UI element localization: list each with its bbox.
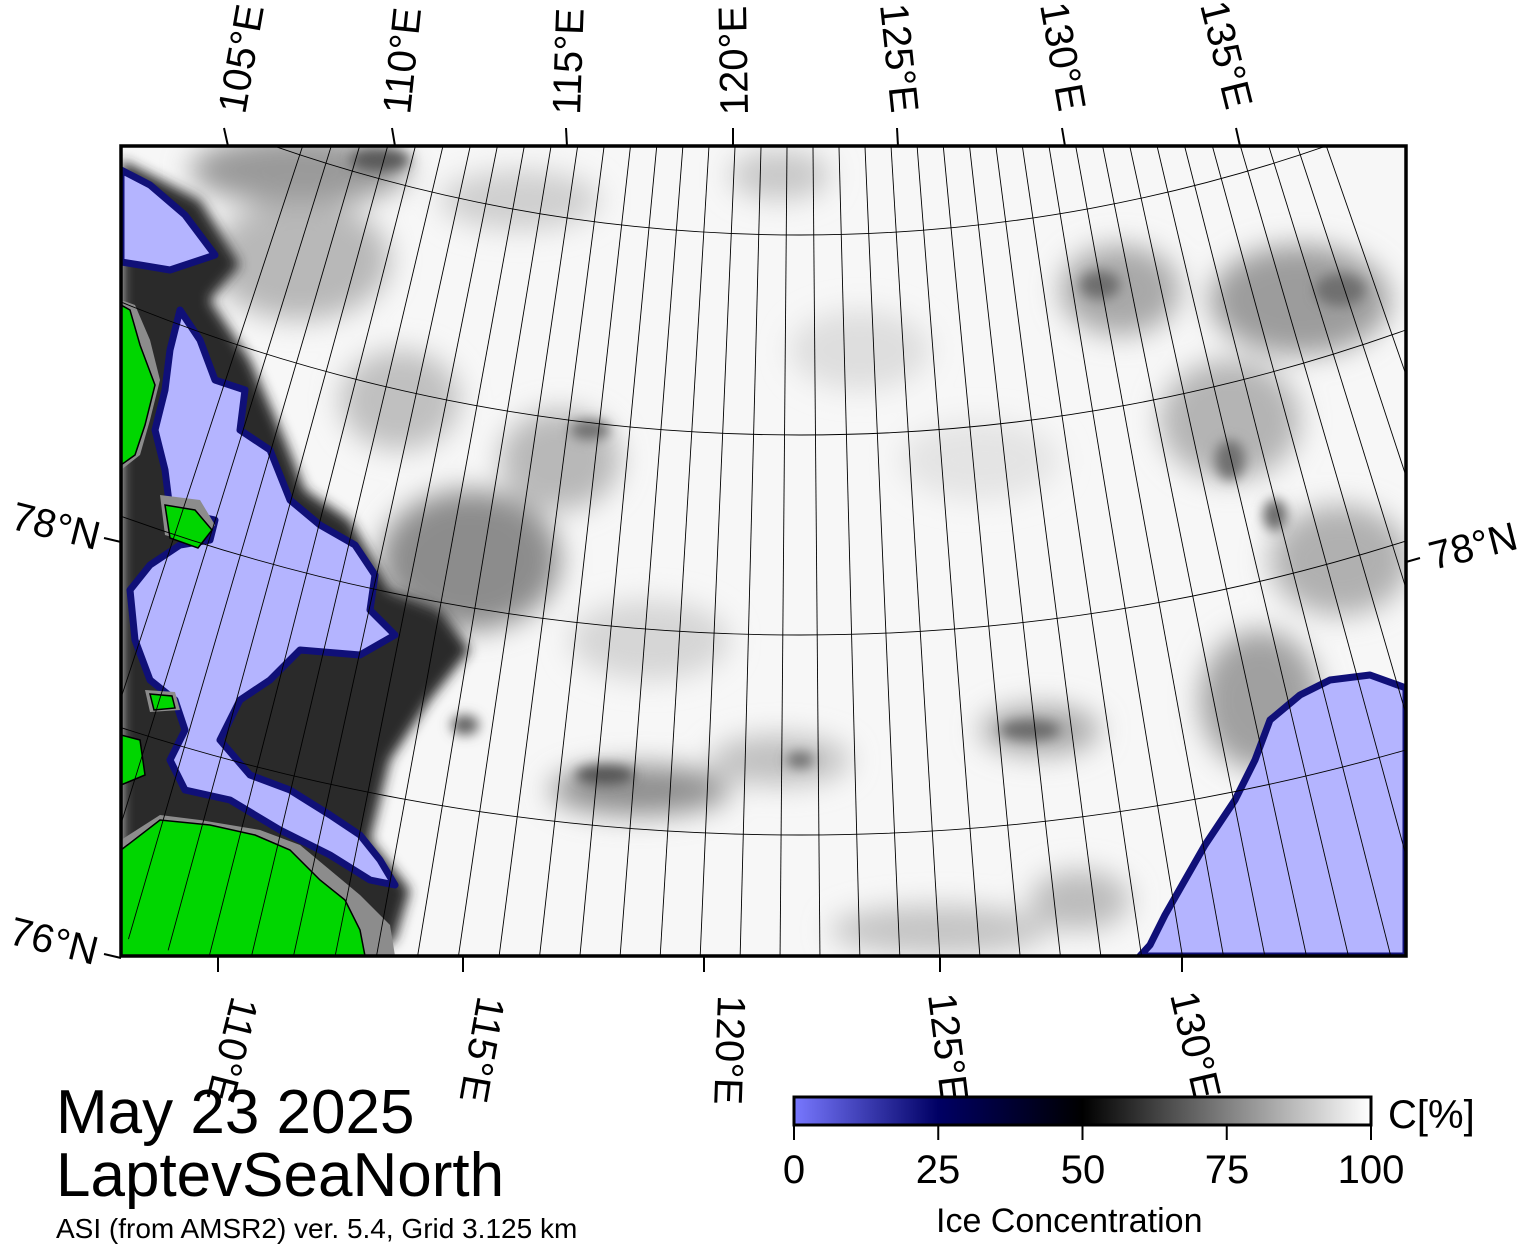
frame-tick	[103, 537, 122, 543]
colorbar-tick-label: 100	[1337, 1148, 1405, 1192]
meridian-line	[1021, 146, 1142, 956]
frame-tick	[896, 127, 899, 147]
lon-label-top: 110°E	[375, 5, 430, 115]
meridian-line	[1102, 146, 1266, 956]
land-severnaya-zemlya	[121, 304, 156, 466]
frame-ticks	[103, 127, 1421, 972]
lon-label-top: 115°E	[545, 7, 593, 115]
meridian-line	[916, 146, 981, 956]
meridian-line	[293, 146, 471, 956]
lon-label-top: 130°E	[1031, 0, 1093, 114]
meridian-line	[121, 146, 304, 700]
meridian-line	[121, 146, 332, 826]
map-frame	[119, 144, 1408, 958]
meridian-line	[995, 146, 1102, 956]
meridian-line	[1268, 146, 1406, 591]
frame-tick	[565, 127, 568, 147]
colorbar-tick-label: 50	[1060, 1148, 1106, 1192]
meridian-line	[1184, 146, 1392, 956]
colorbar	[792, 1095, 1373, 1140]
meridian-line	[251, 146, 444, 956]
colorbar-ticks	[793, 1125, 1372, 1140]
colorbar-tick-label: 75	[1204, 1148, 1250, 1192]
map-field	[121, 146, 1406, 956]
lon-label-bottom: 115°E	[451, 993, 513, 1105]
lon-label-top: 120°E	[711, 5, 757, 115]
meridian-line	[539, 146, 631, 956]
meridian-line	[128, 146, 361, 940]
colorbar-unit: C[%]	[1388, 1093, 1475, 1137]
meridian-line	[334, 146, 498, 956]
meridian-line	[890, 146, 941, 956]
frame-tick	[391, 127, 396, 147]
product-info: ASI (from AMSR2) ver. 5.4, Grid 3.125 km	[56, 1213, 578, 1244]
meridian-line	[779, 146, 788, 956]
land-island-islet	[149, 693, 176, 711]
lon-label-top: 125°E	[871, 1, 926, 114]
meridian-line	[969, 146, 1061, 956]
colorbar-gradient	[792, 1095, 1373, 1127]
frame-tick	[223, 127, 229, 147]
meridian-line	[838, 146, 861, 956]
open-water-west	[121, 166, 399, 889]
meridian-line	[864, 146, 901, 956]
ice-texture-detail	[350, 148, 1365, 785]
frame-tick	[1061, 127, 1066, 147]
lon-label-top: 135°E	[1191, 0, 1260, 113]
meridian-line	[1296, 146, 1406, 478]
graticule	[121, 146, 1406, 956]
frame-tick	[1235, 127, 1241, 147]
lat-label-left-76: 76°N	[5, 909, 102, 973]
meridian-line	[417, 146, 552, 956]
meridian-line	[1048, 146, 1183, 956]
meridian-line	[458, 146, 579, 956]
region-title: LaptevSeaNorth	[56, 1141, 505, 1210]
colorbar-label: Ice Concentration	[936, 1202, 1203, 1240]
lon-label-bottom: 130°E	[1161, 987, 1228, 1104]
map-date-title: May 23 2025	[56, 1078, 415, 1147]
meridian-line	[1239, 146, 1406, 716]
meridian-line	[376, 146, 525, 956]
colorbar-tick-label: 0	[782, 1148, 806, 1192]
meridian-line	[942, 146, 1021, 956]
lon-label-bottom: 120°E	[705, 995, 753, 1106]
meridian-line	[812, 146, 821, 956]
meridian-line	[1075, 146, 1224, 956]
frame-tick	[103, 953, 122, 959]
lon-label-top: 105°E	[211, 1, 273, 116]
meridian-line	[1156, 146, 1349, 956]
colorbar-tick-label: 25	[915, 1148, 961, 1192]
meridian-line	[498, 146, 605, 956]
meridian-line	[1129, 146, 1307, 956]
frame-tick	[1405, 557, 1421, 563]
meridian-line	[579, 146, 658, 956]
lat-label-left-78: 78°N	[7, 494, 104, 558]
meridian-line	[699, 146, 736, 956]
ice-texture	[190, 146, 1406, 955]
meridian-line	[659, 146, 710, 956]
lat-label-right-78: 78°N	[1425, 514, 1522, 578]
meridian-line	[739, 146, 762, 956]
lon-label-bottom: 125°E	[919, 991, 976, 1105]
meridian-line	[619, 146, 684, 956]
top-lon-labels: 105°E 110°E 115°E 120°E 125°E 130°E 135°…	[211, 0, 1261, 117]
meridian-line	[208, 146, 416, 956]
